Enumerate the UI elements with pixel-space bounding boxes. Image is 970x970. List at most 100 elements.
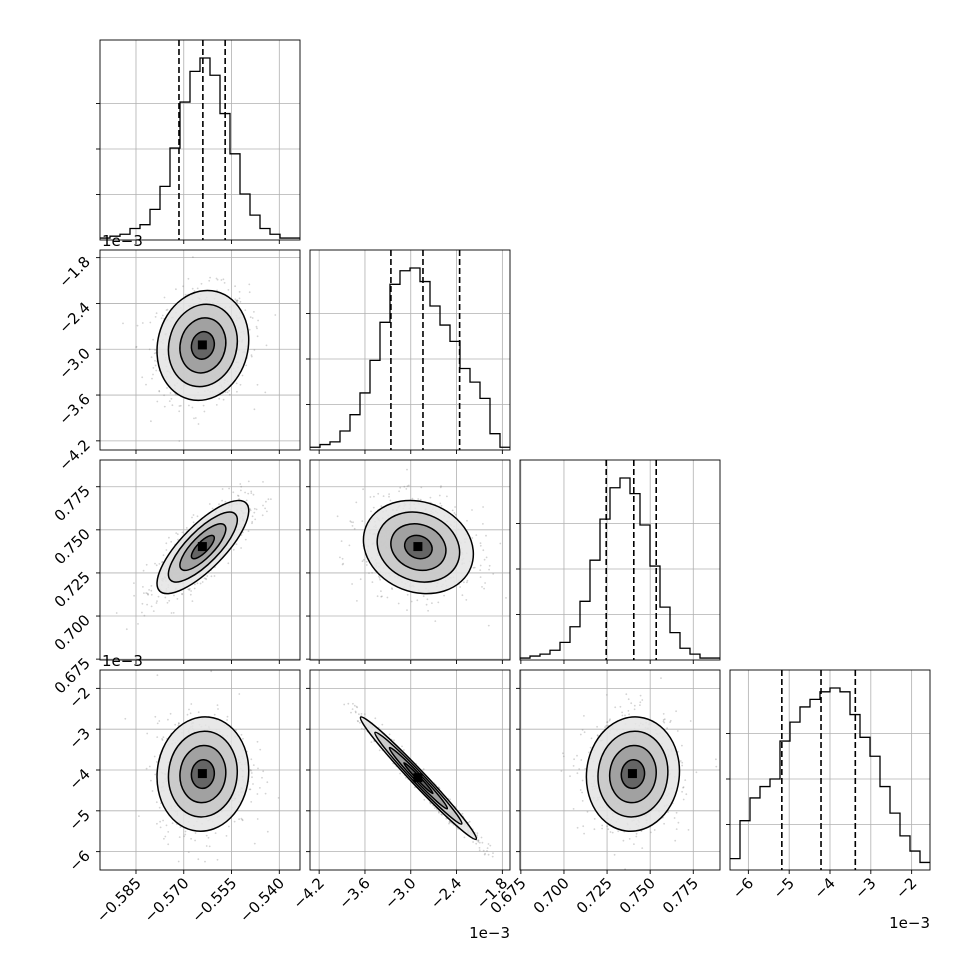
sample-point — [363, 728, 365, 731]
sample-point — [433, 807, 436, 809]
sample-point — [163, 394, 166, 397]
sample-point — [475, 534, 478, 536]
sample-point — [169, 392, 172, 394]
sample-point — [150, 593, 153, 596]
sample-point — [374, 717, 377, 720]
sample-point — [715, 758, 717, 761]
sample-point — [218, 397, 221, 400]
sample-point — [197, 423, 200, 425]
sample-point — [197, 711, 200, 714]
sample-point — [485, 556, 488, 559]
sample-point — [641, 847, 644, 849]
sample-point — [191, 406, 194, 409]
sample-point — [378, 576, 381, 579]
sample-point — [203, 410, 206, 413]
sample-point — [146, 732, 149, 735]
sample-point — [196, 287, 199, 290]
sample-point — [215, 404, 218, 406]
sample-point — [373, 495, 375, 498]
sample-point — [576, 772, 579, 775]
sample-point — [488, 564, 491, 567]
sample-point — [115, 612, 118, 614]
sample-point — [487, 843, 490, 845]
sample-point — [187, 277, 190, 280]
sample-point — [613, 853, 616, 856]
sample-point — [238, 498, 241, 500]
sample-point — [480, 836, 483, 839]
sample-point — [240, 817, 243, 820]
sample-point — [242, 737, 244, 740]
sample-point — [145, 592, 148, 594]
sample-point — [216, 858, 219, 861]
sample-point — [354, 711, 357, 714]
sample-point — [210, 575, 213, 578]
sample-point — [350, 711, 352, 714]
sample-point — [169, 712, 172, 715]
sample-point — [266, 510, 268, 513]
density-peak — [413, 773, 423, 783]
sample-point — [244, 309, 247, 311]
sample-point — [357, 720, 359, 723]
sample-point — [226, 715, 229, 718]
sample-point — [147, 593, 150, 596]
sample-point — [261, 514, 264, 517]
sample-point — [365, 560, 368, 563]
sample-point — [235, 543, 238, 546]
histogram-step — [310, 267, 510, 448]
sample-point — [386, 596, 389, 599]
sample-point — [250, 354, 253, 356]
sample-point — [164, 835, 167, 838]
sample-point — [168, 599, 171, 602]
sample-point — [185, 527, 188, 529]
sample-point — [627, 698, 630, 701]
sample-point — [487, 624, 490, 627]
sample-point — [154, 773, 157, 776]
sample-point — [151, 790, 154, 792]
sample-point — [238, 693, 241, 695]
sample-point — [359, 721, 361, 724]
sample-point — [225, 835, 228, 837]
sample-point — [675, 828, 678, 830]
sample-point — [183, 835, 186, 838]
axes-frame — [519, 459, 721, 661]
sample-point — [420, 486, 423, 489]
sample-point — [689, 720, 692, 722]
sample-point — [150, 420, 152, 423]
panel-content — [560, 677, 718, 870]
sample-point — [669, 719, 672, 722]
sample-point — [353, 704, 356, 707]
sample-point — [681, 744, 683, 747]
sample-point — [339, 556, 341, 559]
sample-point — [158, 563, 161, 565]
sample-point — [150, 589, 153, 592]
sample-point — [228, 389, 231, 392]
sample-point — [155, 761, 158, 763]
sample-point — [245, 499, 248, 502]
sample-point — [679, 760, 682, 762]
sample-point — [247, 530, 250, 532]
sample-point — [194, 417, 197, 419]
sample-point — [562, 752, 564, 755]
sample-point — [249, 508, 252, 511]
sample-point — [184, 293, 187, 296]
sample-point — [581, 800, 584, 802]
sample-point — [370, 741, 373, 743]
sample-point — [429, 496, 432, 499]
sample-point — [472, 566, 475, 569]
sample-point — [471, 509, 473, 511]
sample-point — [569, 775, 571, 778]
sample-point — [486, 847, 489, 849]
sample-point — [158, 806, 161, 809]
sample-point — [583, 731, 586, 734]
sample-point — [355, 705, 358, 708]
sample-point — [191, 287, 194, 290]
sample-point — [606, 825, 608, 828]
sample-point — [256, 383, 259, 386]
sample-point — [484, 852, 486, 855]
sample-point — [262, 504, 264, 507]
sample-point — [156, 674, 159, 677]
sample-point — [449, 798, 451, 801]
sample-point — [662, 720, 665, 723]
sample-point — [340, 540, 343, 542]
sample-point — [261, 776, 263, 779]
